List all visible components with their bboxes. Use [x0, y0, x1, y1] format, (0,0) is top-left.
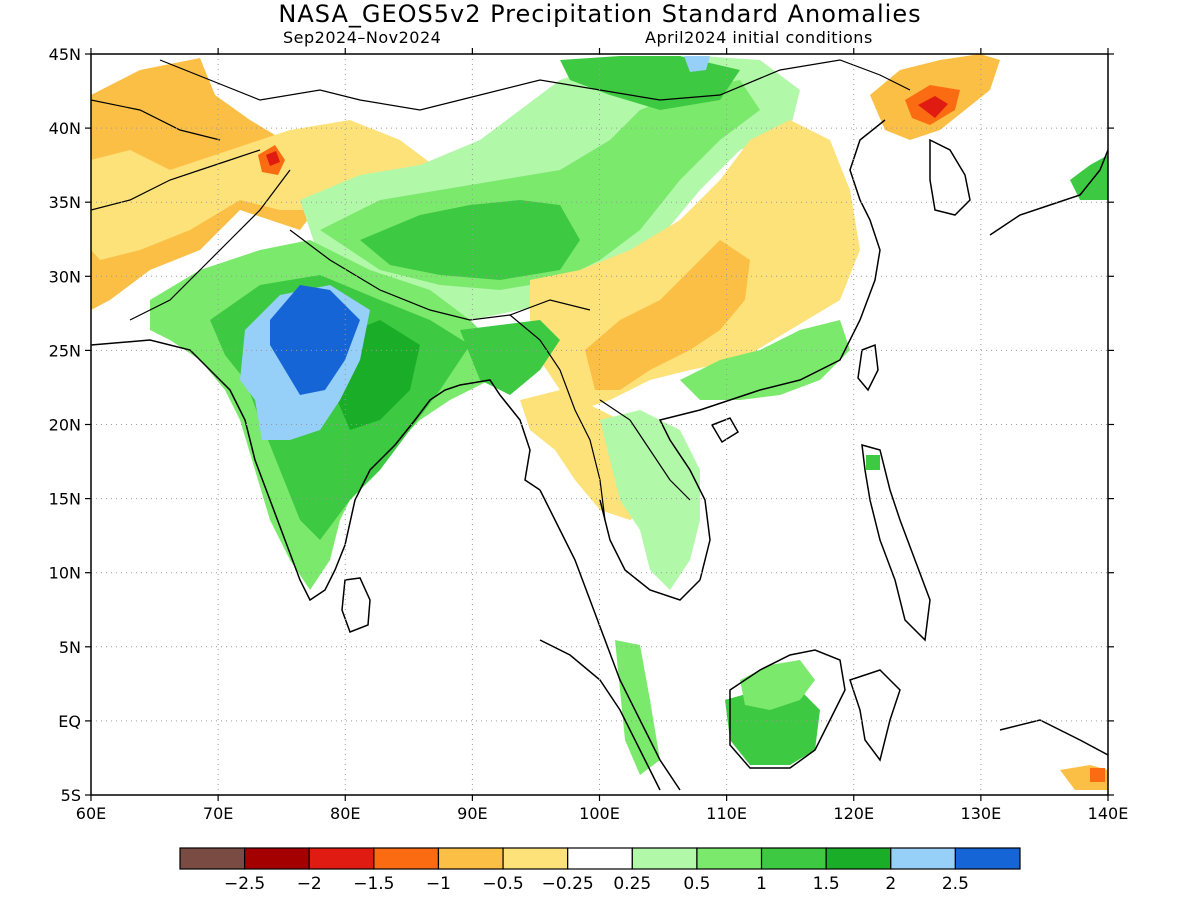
lat-tick-label: 40N: [49, 119, 81, 138]
coast-philippines: [861, 443, 931, 642]
colorbar-labels: −2.5 −2 −1.5 −1 −0.5 −0.25 0.25 0.5 1 1.5 2 2.5: [224, 874, 969, 894]
coast-malay-peninsula: [539, 489, 701, 791]
dry-area-china-core: [585, 240, 750, 390]
wet-area-northeast-india: [460, 320, 560, 395]
coast-hainan: [710, 417, 740, 444]
wet-spot-mongolia: [684, 56, 710, 72]
wet-spot-sumatra: [615, 640, 660, 775]
colorbar-label: 2: [885, 874, 896, 894]
colorbar-swatch: [373, 847, 440, 870]
coast-japan: [989, 149, 1108, 236]
colorbar-swatch: [502, 847, 569, 870]
lon-tick-label: 100E: [579, 804, 620, 823]
lon-tick-label: 60E: [76, 804, 106, 823]
coast-sulawesi: [849, 669, 901, 762]
anomaly-field: [91, 54, 1108, 790]
colorbar-label: −2: [297, 874, 322, 894]
lat-tick-label: 25N: [49, 341, 81, 360]
dry-core-korea-red: [918, 96, 948, 118]
coast-korea: [929, 138, 971, 216]
colorbar-label: 2.5: [942, 874, 969, 894]
colorbar-swatch: [244, 847, 310, 870]
lat-tick-label: 35N: [49, 193, 81, 212]
country-borders: [91, 59, 911, 521]
lat-tick-label: 10N: [49, 564, 81, 583]
colorbar-swatch: [954, 847, 1021, 870]
colorbar-swatch: [631, 847, 698, 870]
colorbar-swatch: [696, 847, 763, 870]
coast-indochina: [658, 119, 886, 581]
coast-srilanka: [341, 577, 371, 633]
colorbar-label: 1.5: [813, 874, 840, 894]
colorbar-label: −1.5: [353, 874, 394, 894]
colorbar-label: 1: [756, 874, 767, 894]
lat-tick-label: 5N: [59, 638, 81, 657]
wet-core-india-blue: [270, 285, 360, 395]
forecast-period: Sep2024–Nov2024: [283, 28, 442, 47]
dry-area-pakistan-light: [91, 120, 440, 260]
colorbar-label: −2.5: [224, 874, 265, 894]
colorbar-swatch: [890, 847, 956, 870]
colorbar-swatch: [825, 847, 892, 870]
wet-area-indochina: [600, 410, 700, 590]
lat-tick-label: 5S: [61, 786, 81, 805]
colorbar-label: 0.5: [683, 874, 710, 894]
lat-tick-label: 30N: [49, 267, 81, 286]
axis-ticks: [85, 48, 1114, 801]
colorbar-swatch: [308, 847, 375, 870]
colorbar-swatch: [437, 847, 504, 870]
dry-core-kashmir-red: [266, 151, 280, 166]
wet-area-tibet-core: [360, 200, 580, 280]
lat-tick-label: 45N: [49, 45, 81, 64]
colorbar: [179, 847, 1021, 870]
colorbar-label: 0.25: [613, 874, 651, 894]
wet-spot-philippines: [866, 455, 880, 470]
map-title: NASA_GEOS5v2 Precipitation Standard Anom…: [278, 0, 922, 28]
coast-borneo: [729, 649, 846, 769]
wet-area-borneo-light: [740, 660, 815, 710]
lon-tick-label: 130E: [961, 804, 1002, 823]
border-kazakh: [91, 99, 221, 141]
colorbar-swatch: [179, 847, 246, 870]
lat-tick-label: EQ: [58, 712, 81, 731]
coast-taiwan: [857, 343, 879, 392]
axis-tick-labels: 60E 70E 80E 90E 100E 110E 120E 130E 140E 45N 40N 35…: [49, 45, 1129, 823]
lat-tick-label: 15N: [49, 490, 81, 509]
lon-tick-label: 120E: [833, 804, 874, 823]
initial-conditions: April2024 initial conditions: [645, 28, 873, 47]
colorbar-label: −0.25: [542, 874, 594, 894]
lon-tick-label: 90E: [457, 804, 487, 823]
border-myanmar: [509, 314, 606, 521]
border-afghanistan: [91, 149, 261, 211]
graticule: [91, 54, 1108, 795]
coast-newguinea: [999, 719, 1108, 756]
colorbar-swatch: [567, 847, 633, 870]
lon-tick-label: 140E: [1088, 804, 1129, 823]
border-laos-vietnam: [599, 399, 691, 501]
colorbar-label: −0.5: [482, 874, 523, 894]
dry-spot-newguinea-core: [1090, 768, 1105, 782]
border-himalaya: [289, 229, 591, 321]
colorbar-swatch: [760, 847, 827, 870]
lon-tick-label: 80E: [330, 804, 360, 823]
coast-sumatra: [539, 639, 661, 791]
lat-tick-label: 20N: [49, 416, 81, 435]
lon-tick-label: 110E: [706, 804, 747, 823]
border-pakistan: [129, 169, 291, 321]
border-china-north: [159, 59, 911, 111]
wet-area-borneo: [725, 690, 820, 765]
lon-tick-label: 70E: [203, 804, 233, 823]
colorbar-label: −1: [426, 874, 451, 894]
wet-area-south-china: [680, 320, 850, 400]
wet-spot-japan: [1070, 155, 1108, 200]
